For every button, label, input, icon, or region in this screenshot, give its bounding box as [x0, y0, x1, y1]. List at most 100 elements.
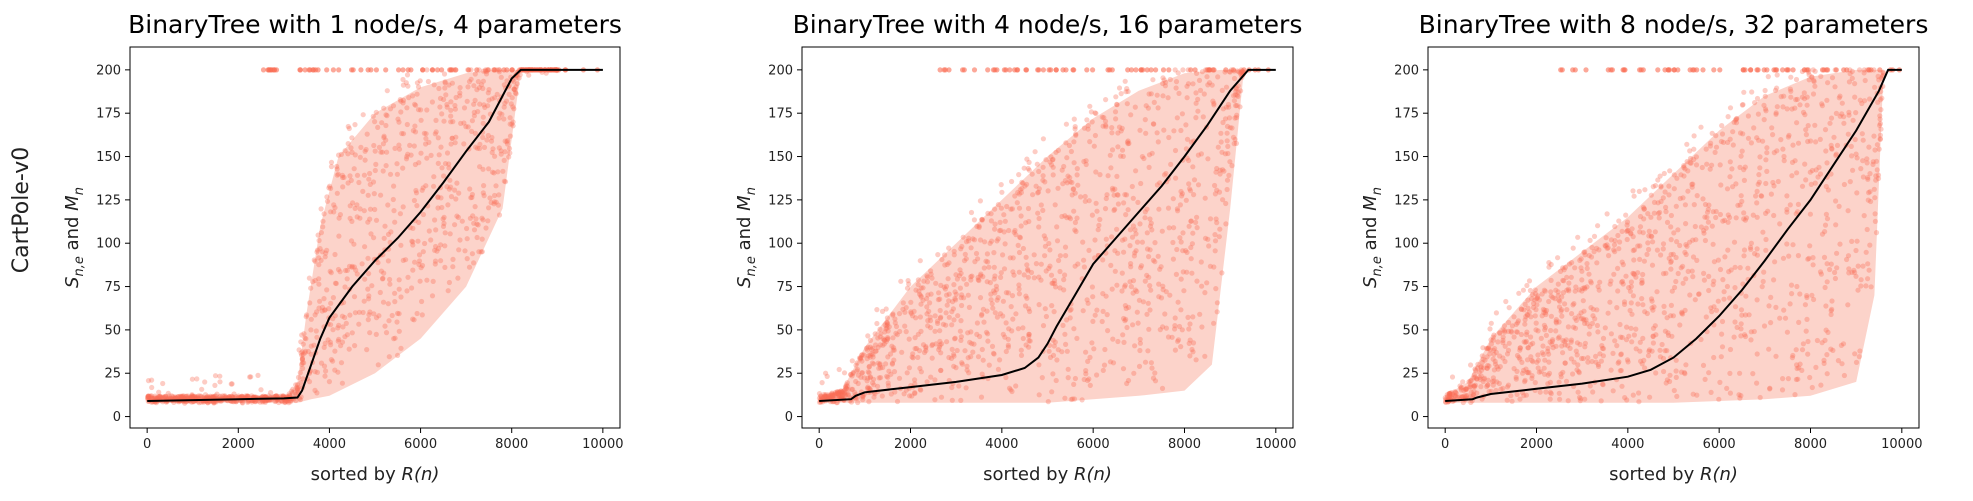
scatter-point	[1068, 306, 1074, 312]
scatter-point	[1132, 227, 1138, 233]
scatter-point	[1722, 217, 1728, 223]
scatter-point	[334, 172, 340, 178]
scatter-point	[423, 131, 429, 137]
scatter-point	[1738, 153, 1744, 159]
scatter-point	[507, 121, 513, 127]
scatter-point	[1212, 238, 1219, 244]
scatter-point	[1555, 293, 1561, 299]
scatter-point	[441, 220, 447, 226]
scatter-point	[411, 317, 417, 323]
scatter-point	[1488, 388, 1494, 395]
scatter-point	[910, 355, 916, 361]
scatter-point	[1206, 80, 1213, 86]
scatter-point	[984, 251, 991, 257]
scatter-point	[426, 228, 432, 234]
scatter-point	[212, 393, 218, 399]
scatter-point	[1867, 189, 1873, 195]
scatter-point	[1646, 233, 1652, 239]
scatter-point	[1146, 274, 1152, 280]
scatter-point	[1125, 207, 1131, 213]
y-tick-label: 75	[104, 280, 121, 295]
scatter-point	[829, 391, 835, 397]
scatter-point	[1625, 227, 1631, 233]
scatter-point	[1657, 209, 1663, 216]
scatter-point	[1506, 305, 1512, 311]
scatter-point	[396, 286, 402, 292]
scatter-point	[148, 395, 154, 401]
scatter-point	[376, 144, 382, 150]
scatter-point	[865, 333, 871, 339]
scatter-point	[233, 399, 239, 405]
scatter-point	[1521, 367, 1527, 373]
scatter-point	[1173, 85, 1179, 91]
scatter-point	[1511, 334, 1517, 340]
scatter-point	[1607, 281, 1613, 287]
scatter-point	[836, 391, 842, 397]
scatter-point	[346, 125, 352, 132]
scatter-point	[1085, 358, 1091, 364]
scatter-point	[1690, 391, 1696, 397]
scatter-point	[473, 144, 479, 150]
y-tick-label: 100	[1394, 237, 1419, 252]
scatter-point	[1710, 282, 1716, 288]
scatter-point	[976, 224, 982, 230]
scatter-point	[966, 238, 972, 244]
scatter-point	[1810, 91, 1817, 97]
scatter-point	[926, 308, 932, 314]
scatter-point	[1525, 305, 1531, 311]
scatter-point	[466, 67, 472, 73]
scatter-point	[1147, 216, 1153, 222]
scatter-point	[1165, 334, 1172, 340]
scatter-point	[924, 379, 930, 385]
scatter-point	[1737, 202, 1743, 208]
scatter-point	[437, 95, 444, 101]
scatter-point	[1821, 357, 1827, 363]
scatter-point	[907, 393, 913, 399]
scatter-point	[881, 337, 887, 343]
scatter-point	[875, 344, 881, 350]
scatter-point	[413, 187, 419, 194]
scatter-point	[1707, 143, 1713, 149]
scatter-point	[1587, 237, 1593, 243]
scatter-point	[1566, 280, 1572, 286]
scatter-point	[1663, 380, 1669, 386]
scatter-point	[384, 113, 390, 119]
scatter-point	[1065, 173, 1071, 179]
scatter-point	[1069, 192, 1075, 198]
scatter-point	[1151, 121, 1157, 127]
scatter-point	[1727, 370, 1733, 376]
scatter-point	[178, 394, 184, 400]
scatter-point	[1089, 284, 1095, 290]
scatter-point	[420, 185, 426, 191]
scatter-point	[1520, 370, 1526, 376]
scatter-point	[1133, 248, 1139, 254]
scatter-point	[1640, 204, 1646, 210]
scatter-point	[1691, 133, 1697, 139]
scatter-point	[1559, 313, 1565, 319]
scatter-point	[1595, 361, 1601, 368]
scatter-point	[841, 390, 847, 397]
scatter-point	[480, 85, 486, 92]
scatter-point	[1618, 334, 1624, 340]
scatter-point	[1017, 235, 1024, 241]
scatter-point	[1548, 289, 1554, 295]
scatter-point	[1836, 203, 1842, 209]
scatter-point	[871, 361, 877, 367]
scatter-point	[1594, 322, 1600, 329]
scatter-point	[1637, 229, 1643, 235]
scatter-point	[1794, 365, 1800, 372]
scatter-point	[1715, 257, 1721, 263]
scatter-point	[991, 288, 997, 294]
scatter-point	[1571, 301, 1577, 307]
scatter-point	[1857, 97, 1863, 103]
scatter-point	[1150, 257, 1156, 263]
scatter-point	[871, 382, 877, 388]
scatter-point	[1819, 101, 1825, 107]
scatter-point	[1449, 395, 1455, 401]
scatter-point	[1617, 368, 1623, 374]
scatter-point	[1812, 68, 1818, 74]
scatter-point	[1452, 393, 1458, 399]
scatter-point	[1055, 147, 1061, 153]
scatter-point	[936, 347, 942, 353]
scatter-point	[1087, 103, 1093, 109]
